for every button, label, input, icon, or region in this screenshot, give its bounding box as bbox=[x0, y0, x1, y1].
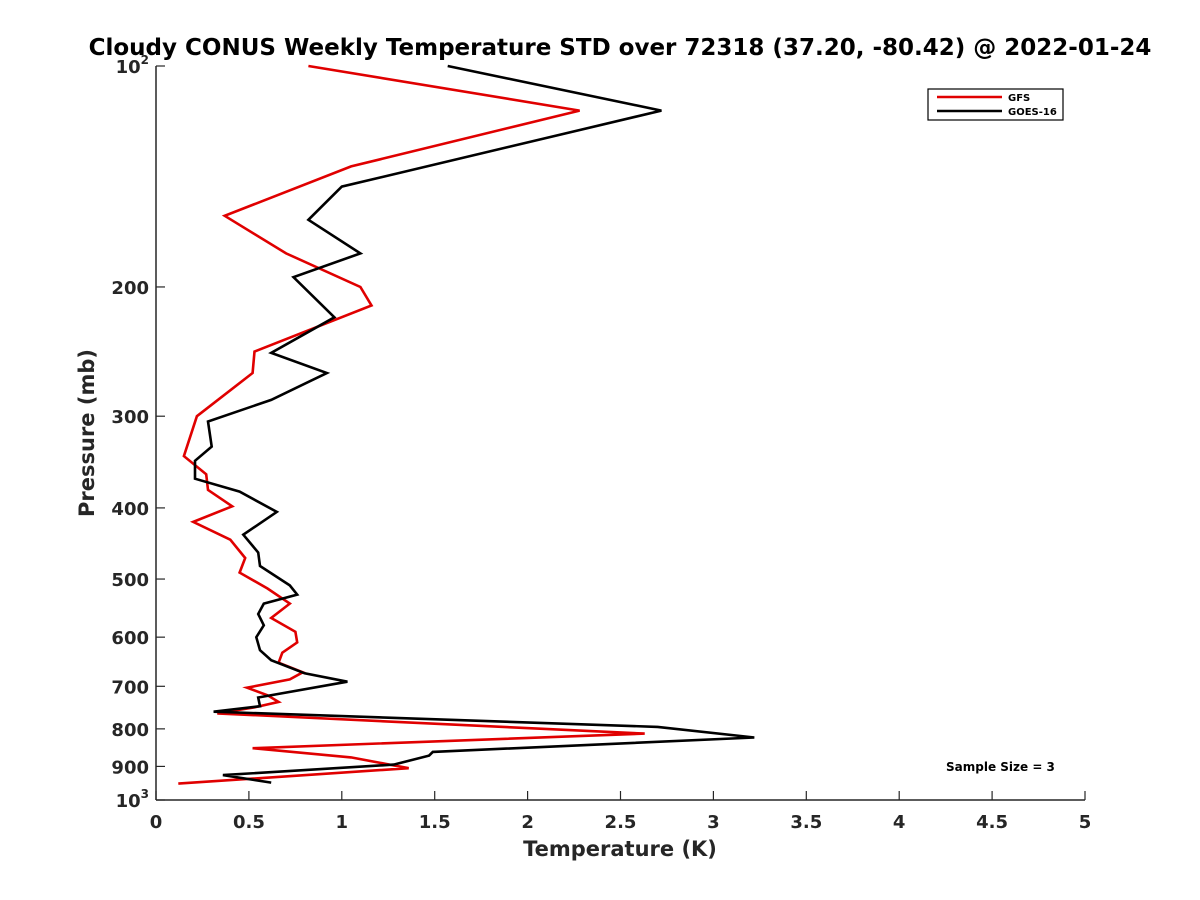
x-tick-label: 0.5 bbox=[233, 812, 265, 833]
series-line-goes-16 bbox=[193, 64, 755, 784]
sample-size-annotation: Sample Size = 3 bbox=[946, 760, 1055, 774]
x-tick-label: 3.5 bbox=[790, 812, 822, 833]
series-line-gfs bbox=[178, 64, 645, 785]
y-tick-exponent: 3 bbox=[141, 787, 149, 801]
x-tick-label: 1 bbox=[336, 812, 349, 833]
plot-area bbox=[178, 64, 755, 785]
y-tick-label: 600 bbox=[111, 628, 149, 649]
chart-title: Cloudy CONUS Weekly Temperature STD over… bbox=[89, 35, 1152, 61]
y-tick-label: 103 bbox=[116, 787, 149, 812]
x-tick-label: 5 bbox=[1079, 812, 1092, 833]
x-tick-label: 2 bbox=[521, 812, 534, 833]
y-tick-label: 500 bbox=[111, 570, 149, 591]
x-tick-label: 4.5 bbox=[976, 812, 1008, 833]
legend-box bbox=[927, 88, 1064, 121]
legend-label-goes-16: GOES-16 bbox=[1008, 107, 1057, 118]
y-tick-label: 300 bbox=[111, 407, 149, 428]
x-ticks: 0 0.5 1 1.5 2 2.5 3 3.5 4 4.5 5 bbox=[150, 791, 1092, 833]
y-tick-label: 700 bbox=[111, 677, 149, 698]
y-tick-label: 102 bbox=[116, 53, 149, 78]
y-axis-label: Pressure (mb) bbox=[75, 349, 99, 517]
legend: GFS GOES-16 bbox=[927, 88, 1064, 121]
y-tick-label: 200 bbox=[111, 278, 149, 299]
y-tick-base: 10 bbox=[116, 791, 141, 812]
legend-label-gfs: GFS bbox=[1008, 93, 1030, 104]
x-tick-label: 2.5 bbox=[605, 812, 637, 833]
y-tick-label: 800 bbox=[111, 720, 149, 741]
x-tick-label: 1.5 bbox=[419, 812, 451, 833]
y-tick-label: 900 bbox=[111, 757, 149, 778]
y-tick-base: 10 bbox=[116, 57, 141, 78]
x-tick-label: 0 bbox=[150, 812, 163, 833]
y-tick-exponent: 2 bbox=[141, 53, 149, 67]
x-tick-label: 4 bbox=[893, 812, 906, 833]
y-tick-label: 400 bbox=[111, 499, 149, 520]
x-axis-label: Temperature (K) bbox=[523, 837, 717, 861]
x-tick-label: 3 bbox=[707, 812, 720, 833]
